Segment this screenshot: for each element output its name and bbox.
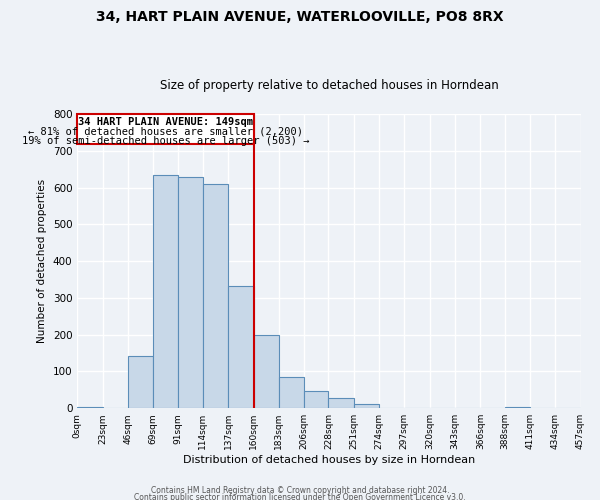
Text: Contains HM Land Registry data © Crown copyright and database right 2024.: Contains HM Land Registry data © Crown c…: [151, 486, 449, 495]
Bar: [203, 184, 228, 408]
Bar: [128, 356, 154, 408]
Bar: [228, 286, 254, 408]
Y-axis label: Number of detached properties: Number of detached properties: [37, 179, 47, 343]
Bar: [304, 392, 328, 408]
Text: 34, HART PLAIN AVENUE, WATERLOOVILLE, PO8 8RX: 34, HART PLAIN AVENUE, WATERLOOVILLE, PO…: [96, 10, 504, 24]
Bar: [328, 398, 353, 408]
X-axis label: Distribution of detached houses by size in Horndean: Distribution of detached houses by size …: [183, 455, 475, 465]
Text: Contains public sector information licensed under the Open Government Licence v3: Contains public sector information licen…: [134, 494, 466, 500]
Bar: [154, 176, 178, 408]
Text: 34 HART PLAIN AVENUE: 149sqm: 34 HART PLAIN AVENUE: 149sqm: [78, 117, 253, 127]
Text: ← 81% of detached houses are smaller (2,200): ← 81% of detached houses are smaller (2,…: [28, 126, 303, 136]
Text: 19% of semi-detached houses are larger (503) →: 19% of semi-detached houses are larger (…: [22, 136, 309, 146]
Bar: [353, 404, 379, 408]
Bar: [254, 334, 279, 408]
Bar: [279, 376, 304, 408]
Title: Size of property relative to detached houses in Horndean: Size of property relative to detached ho…: [160, 79, 498, 92]
Bar: [178, 176, 203, 408]
FancyBboxPatch shape: [77, 114, 254, 144]
